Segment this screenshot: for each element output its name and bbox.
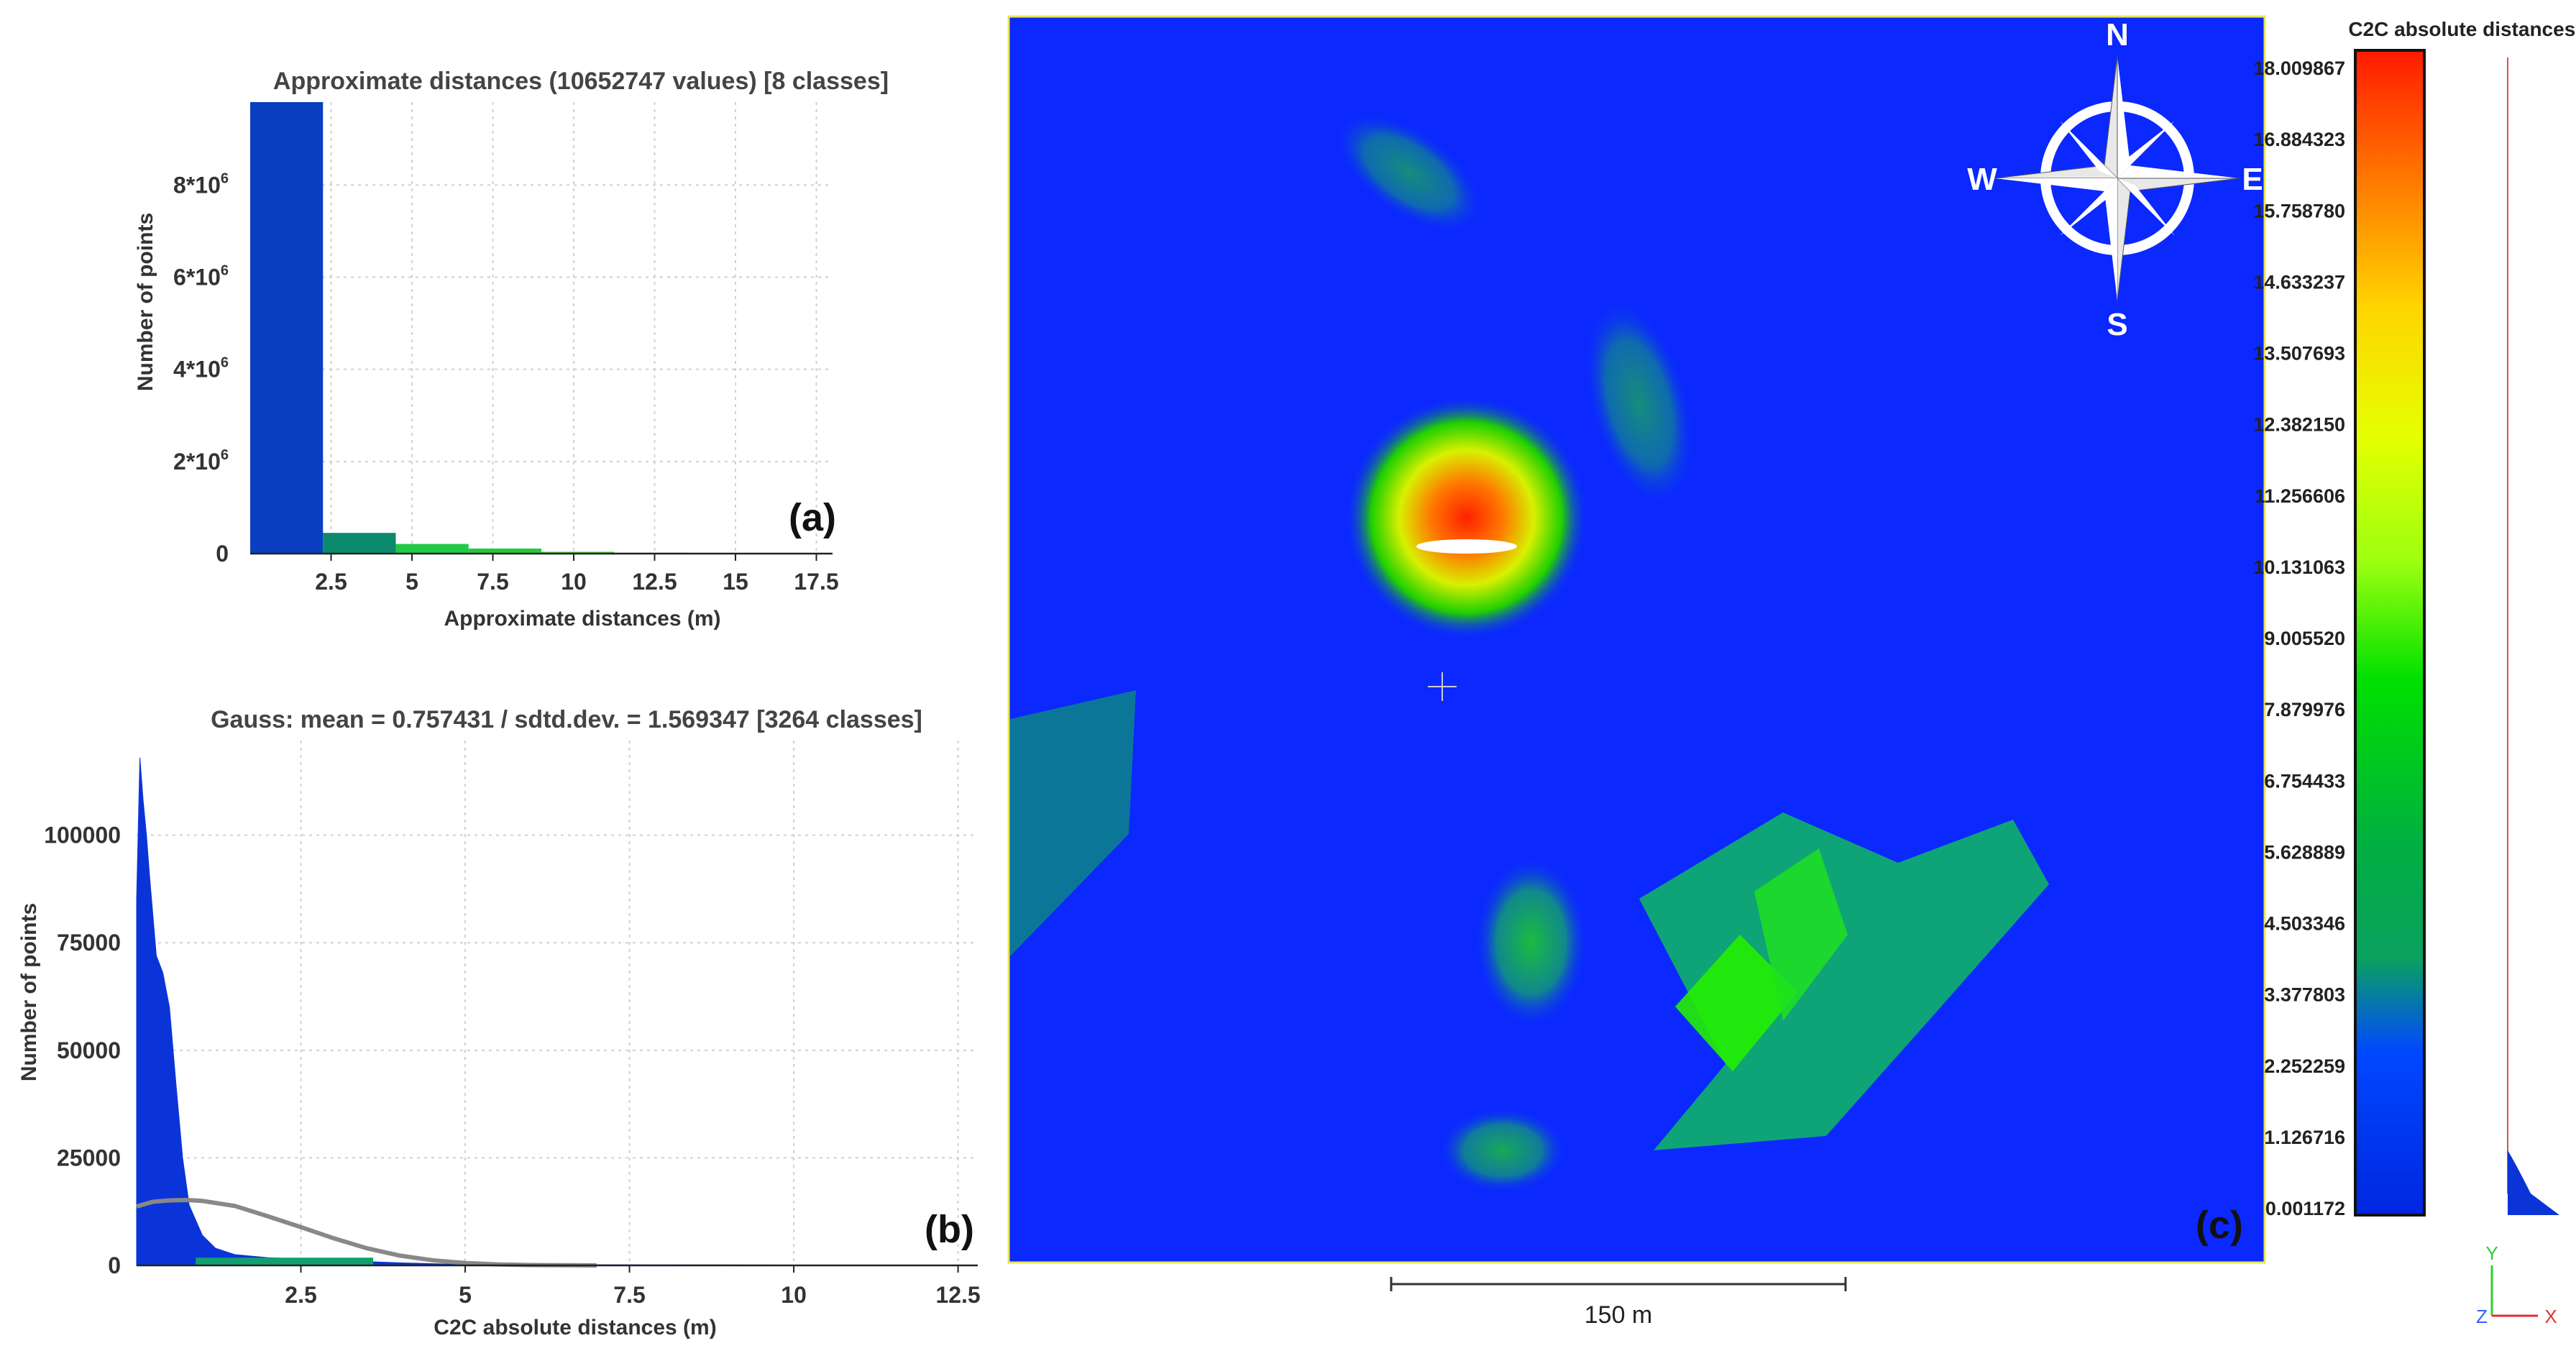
histogram-bar	[395, 544, 469, 554]
chart-a-x-ticks: 2.5 5 7.5 10 12.5 15 17.5	[315, 554, 839, 595]
x-tick-label: 12.5	[632, 569, 677, 595]
histogram-tail	[196, 1257, 374, 1265]
x-tick-label: 2.5	[315, 569, 347, 595]
chart-a-panel-label: (a)	[789, 496, 836, 539]
colorbar-tick-label: 5.628889	[2264, 841, 2345, 863]
map-background	[1007, 15, 2266, 1264]
map-gap	[1416, 539, 1517, 554]
colorbar-histogram	[2508, 1150, 2559, 1215]
y-tick-label: 8*106	[173, 170, 229, 198]
map-patch	[1754, 848, 1848, 1021]
compass-north: N	[2106, 17, 2129, 52]
y-tick-label: 6*106	[173, 263, 229, 290]
scale-bar-label: 150 m	[1585, 1301, 1653, 1329]
y-tick-exponent: 6	[221, 447, 229, 463]
chart-a-x-label: Approximate distances (m)	[444, 607, 720, 631]
histogram-bar	[541, 551, 615, 554]
axis-triad: Y Z X	[2476, 1242, 2557, 1327]
colorbar-tick-label: 1.126716	[2264, 1127, 2345, 1148]
colorbar-tick-label: 11.256606	[2255, 485, 2345, 507]
compass-east: E	[2242, 162, 2263, 197]
chart-b-y-ticks: 0 25000 50000 75000 100000	[44, 823, 121, 1278]
y-tick-exponent: 6	[221, 263, 229, 279]
histogram-bar	[250, 102, 324, 554]
scale-bar: 150 m	[1390, 1277, 1847, 1329]
x-tick-label: 17.5	[794, 569, 838, 595]
colorbar-tick-label: 7.879976	[2264, 699, 2345, 720]
map-patch	[1334, 111, 1485, 234]
x-tick-label: 7.5	[613, 1282, 645, 1308]
compass-rose: N E S W	[1967, 17, 2263, 342]
compass-west: W	[1967, 162, 1997, 197]
chart-c-panel-label: (c)	[2196, 1204, 2243, 1247]
colorbar-tick-label: 10.131063	[2253, 556, 2345, 578]
colorbar-tick-label: 13.507693	[2253, 343, 2345, 365]
colorbar-tick-label: 3.377803	[2264, 984, 2345, 1006]
chart-a-y-ticks: 0 2*106 4*106 6*106 8*106	[173, 170, 229, 567]
y-tick-label: 0	[216, 541, 229, 567]
y-tick-label: 2*106	[173, 447, 229, 475]
x-tick-label: 10	[561, 569, 587, 595]
histogram-b: Gauss: mean = 0.757431 / sdtd.dev. = 1.5…	[17, 706, 981, 1339]
chart-b-grid	[137, 741, 978, 1265]
axis-z-label: Z	[2476, 1306, 2488, 1327]
histogram-area	[136, 757, 978, 1266]
colorbar-tick-label: 9.005520	[2264, 628, 2345, 649]
colorbar-tick-label: 15.758780	[2253, 200, 2345, 221]
map-patch	[1010, 690, 1136, 956]
colorbar-tick-label: 6.754433	[2264, 770, 2345, 792]
y-tick-label: 50000	[57, 1037, 121, 1063]
y-tick-exponent: 6	[221, 170, 229, 186]
x-tick-label: 15	[723, 569, 748, 595]
x-tick-label: 2.5	[285, 1282, 316, 1308]
colorbar-tick-label: 4.503346	[2264, 913, 2345, 935]
chart-b-x-label: C2C absolute distances (m)	[434, 1316, 716, 1339]
y-tick-label: 0	[108, 1252, 121, 1278]
chart-b-panel-label: (b)	[925, 1208, 974, 1251]
chart-b-y-label: Number of points	[17, 903, 41, 1081]
y-tick-label: 25000	[57, 1145, 121, 1171]
colorbar-tick-label: 18.009867	[2253, 58, 2345, 79]
y-tick-label: 4*106	[173, 355, 229, 382]
x-tick-label: 10	[781, 1282, 807, 1308]
x-tick-label: 12.5	[935, 1282, 980, 1308]
compass-south: S	[2107, 307, 2127, 342]
y-tick-label: 75000	[57, 930, 121, 956]
chart-b-title: Gauss: mean = 0.757431 / sdtd.dev. = 1.5…	[211, 706, 922, 733]
colorbar-tick-label: 2.252259	[2264, 1055, 2345, 1077]
chart-b-x-ticks: 2.5 5 7.5 10 12.5	[285, 1265, 981, 1308]
map-patch	[1639, 812, 2049, 1150]
chart-a-y-label: Number of points	[134, 213, 157, 391]
histogram-bar	[468, 548, 541, 554]
map-patch	[1675, 935, 1797, 1071]
colorbar-title: C2C absolute distances (m)	[2348, 18, 2576, 40]
gauss-curve	[136, 1198, 597, 1268]
axis-y-label: Y	[2485, 1242, 2498, 1264]
colorbar-ticks: 18.009867 16.884323 15.758780 14.633237 13.5…	[2253, 58, 2345, 1219]
map-patch	[1583, 297, 1695, 508]
axis-x-label: X	[2544, 1306, 2557, 1327]
distance-map-panel: N E S W (c) 150 m C2C absolute distances…	[1007, 15, 2576, 1329]
histogram-bar	[323, 533, 396, 554]
chart-a-title: Approximate distances (10652747 values) …	[273, 68, 889, 95]
colorbar-tick-label: 0.001172	[2265, 1198, 2345, 1219]
y-tick-label: 100000	[44, 823, 121, 848]
colorbar-tick-label: 14.633237	[2253, 271, 2345, 293]
distance-map	[1007, 15, 2266, 1264]
colorbar	[2354, 49, 2426, 1217]
x-tick-label: 5	[459, 1282, 472, 1308]
map-patch	[1474, 856, 1589, 1028]
map-hotspot	[1344, 395, 1589, 640]
colorbar-tick-label: 16.884323	[2253, 129, 2345, 150]
chart-b-series	[136, 757, 978, 1268]
chart-a-bars	[250, 102, 833, 554]
histogram-a: Approximate distances (10652747 values) …	[134, 68, 889, 631]
map-patch	[1438, 1107, 1567, 1194]
x-tick-label: 5	[405, 569, 418, 595]
colorbar-tick-label: 12.382150	[2253, 414, 2345, 436]
x-tick-label: 7.5	[477, 569, 508, 595]
chart-a-grid	[250, 102, 833, 554]
y-tick-exponent: 6	[221, 355, 229, 371]
